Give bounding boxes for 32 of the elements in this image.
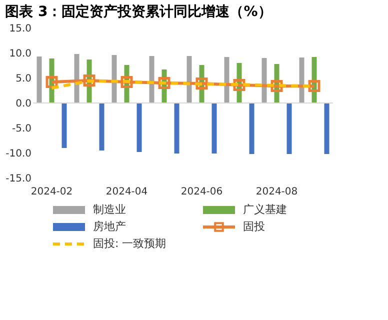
bar <box>212 103 217 154</box>
x-tick-label: 2024-06 <box>180 186 223 198</box>
bar <box>136 103 142 152</box>
y-tick-label: -5.0 <box>12 124 32 134</box>
x-tick-label: 2024-08 <box>256 186 298 198</box>
bar <box>286 103 292 154</box>
y-tick-label: -10.0 <box>6 148 32 160</box>
y-tick-label: 10.0 <box>9 48 32 60</box>
bar <box>186 56 192 103</box>
bar <box>249 103 254 154</box>
legend-label: 固投 <box>243 220 265 233</box>
bar <box>224 57 230 103</box>
bar <box>299 58 304 103</box>
bar <box>36 56 42 103</box>
bar <box>262 58 267 103</box>
bar <box>62 103 67 148</box>
chart-title: 图表 3：固定资产投资累计同比增速（%） <box>5 3 272 20</box>
legend-label: 广义基建 <box>243 203 287 216</box>
y-tick-label: 0.0 <box>16 98 32 110</box>
bar <box>99 103 104 150</box>
x-tick-label: 2024-02 <box>30 186 73 198</box>
legend-label: 固投: 一致预期 <box>93 237 166 250</box>
y-tick-label: 5.0 <box>16 74 32 84</box>
legend-label: 房地产 <box>93 220 126 233</box>
x-tick-label: 2024-04 <box>106 186 148 198</box>
legend-label: 制造业 <box>93 203 126 216</box>
bar <box>174 103 180 154</box>
bar <box>149 56 154 103</box>
y-tick-label: 15.0 <box>9 24 32 34</box>
y-tick-label: -15.0 <box>6 174 32 184</box>
bar <box>324 103 330 154</box>
bar <box>112 55 117 103</box>
